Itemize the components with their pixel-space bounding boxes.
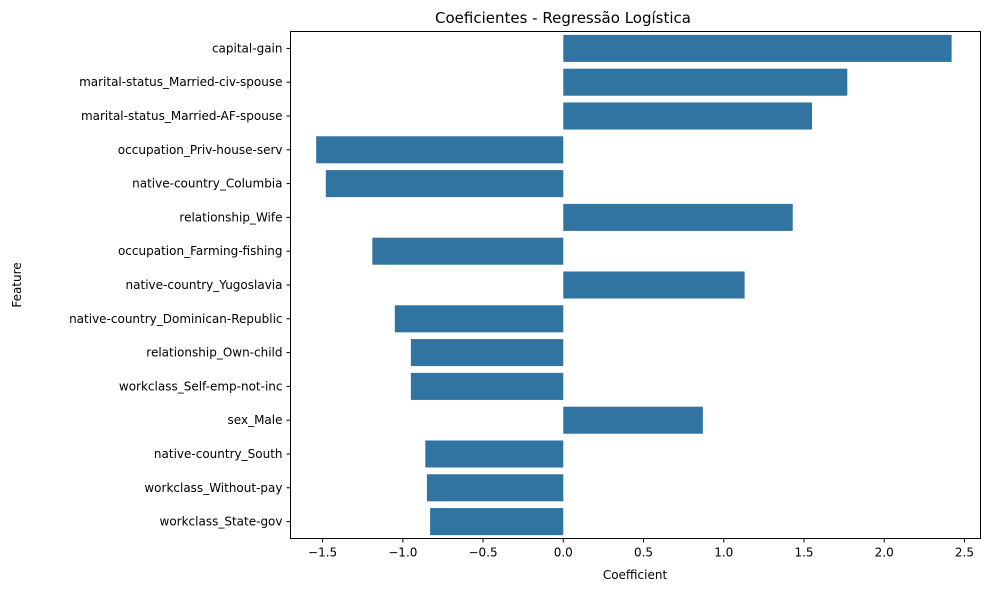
y-tick-label: occupation_Priv-house-serv [118,143,283,157]
bar-native-country_Yugoslavia [563,271,745,299]
bar-occupation_Priv-house-serv [316,136,564,164]
y-tick-label: marital-status_Married-civ-spouse [79,75,282,89]
bar-native-country_Dominican-Republic [394,305,564,333]
bar-workclass_Self-emp-not-inc [410,372,564,400]
bar-native-country_Columbia [325,170,564,198]
y-tick-label: workclass_Self-emp-not-inc [119,379,283,393]
bar-marital-status_Married-civ-spouse [563,68,848,96]
bar-sex_Male [563,406,703,434]
y-tick-label: capital-gain [212,41,283,55]
bar-relationship_Own-child [410,339,564,367]
bar-capital-gain [563,34,952,62]
y-tick-label: marital-status_Married-AF-spouse [81,109,283,123]
x-tick-label: 0.5 [634,546,653,560]
y-tick-label: native-country_Columbia [132,177,282,191]
y-tick-label: sex_Male [228,413,283,427]
y-tick-label: relationship_Own-child [146,346,282,360]
x-tick-label: −0.5 [468,546,497,560]
x-tick-label: 0.0 [554,546,573,560]
bar-native-country_South [425,440,564,468]
y-tick-label: relationship_Wife [179,210,282,224]
bars-group [316,34,952,536]
y-axis-label: Feature [10,262,24,307]
x-tick-label: 1.0 [714,546,733,560]
y-tick-label: occupation_Farming-fishing [118,244,283,258]
y-tick-label: native-country_Yugoslavia [126,278,283,292]
x-axis-label: Coefficient [603,568,668,582]
y-tick-label: native-country_Dominican-Republic [69,312,282,326]
y-tick-label: workclass_State-gov [160,515,283,529]
bar-marital-status_Married-AF-spouse [563,102,813,130]
x-tick-label: −1.0 [388,546,417,560]
y-axis-ticks: capital-gain marital-status_Married-civ-s… [69,41,291,529]
y-tick-label: workclass_Without-pay [144,481,282,495]
bar-occupation_Farming-fishing [372,237,564,265]
y-tick-label: native-country_South [154,447,283,461]
x-tick-label: 1.5 [794,546,813,560]
bar-workclass_Without-pay [426,474,564,502]
x-tick-label: −1.5 [308,546,337,560]
bar-workclass_State-gov [430,508,564,536]
bar-relationship_Wife [563,203,793,231]
x-axis-ticks: −1.5 −1.0 −0.5 0.0 0.5 1.0 1.5 2.0 2.5 [308,538,974,560]
x-tick-label: 2.0 [875,546,894,560]
chart-title: Coeficientes - Regressão Logística [435,9,691,27]
x-tick-label: 2.5 [955,546,974,560]
